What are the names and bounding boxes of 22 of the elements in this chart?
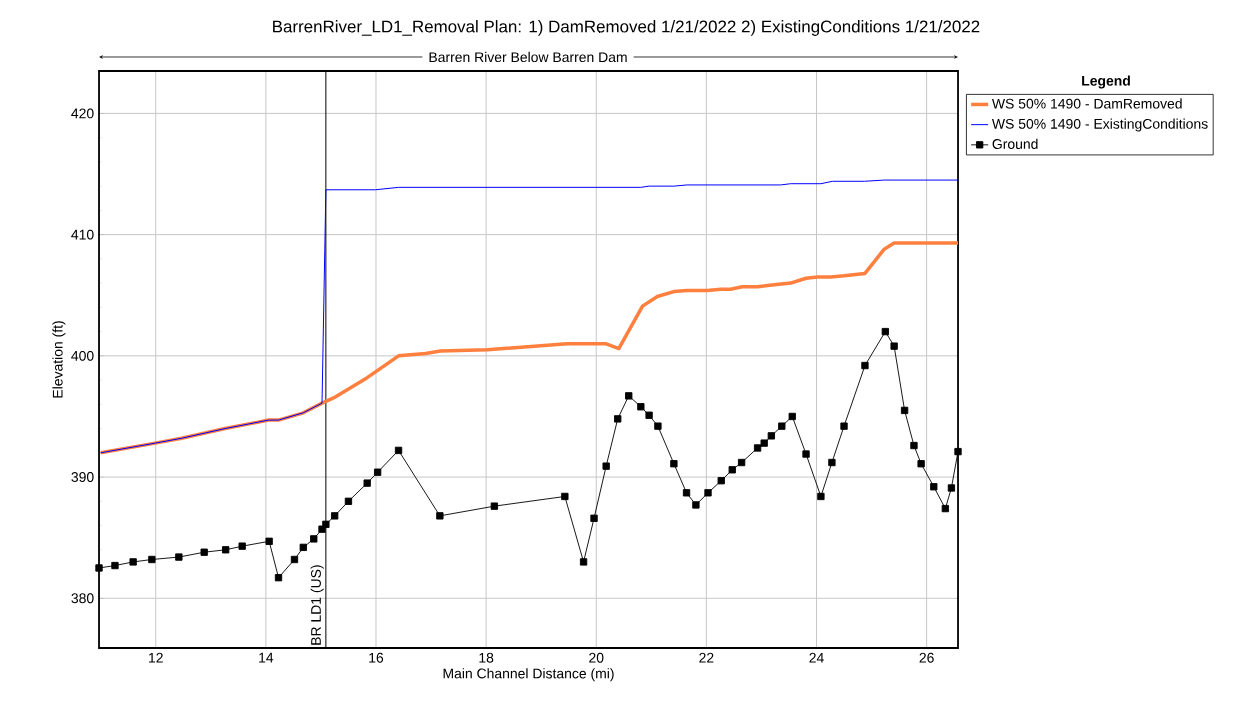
x-tick-label: 12 (149, 652, 163, 663)
legend-label: WS 50% 1490 - DamRemoved (991, 98, 1182, 109)
y-tick-label: 410 (71, 229, 94, 240)
x-tick-label: 26 (919, 652, 934, 663)
chart-subtitle: Barren River Below Barren Dam (429, 51, 627, 63)
y-axis-title: Elevation (ft) (52, 321, 66, 398)
legend-title: Legend (1082, 75, 1130, 89)
x-axis-title: Main Channel Distance (mi) (443, 668, 614, 682)
y-tick-label: 390 (71, 472, 94, 483)
y-tick-label: 380 (71, 593, 94, 604)
x-tick-label: 18 (479, 652, 494, 663)
legend-label: WS 50% 1490 - ExistingConditions (991, 118, 1208, 132)
y-tick-label: 420 (71, 108, 94, 119)
x-tick-label: 24 (809, 652, 824, 663)
x-tick-label: 14 (259, 652, 274, 663)
x-tick-label: 16 (369, 652, 384, 663)
y-tick-label: 400 (71, 350, 94, 361)
legend-label: Ground (992, 138, 1038, 149)
x-tick-label: 22 (699, 652, 714, 663)
x-tick-label: 20 (589, 652, 604, 663)
chart-title: BarrenRiver_LD1_Removal Plan: 1) DamRemoved 1/21/2022 2) ExistingConditions 1/21/2022 (273, 20, 980, 36)
ref-line-label: BR LD1 (US) (310, 565, 324, 645)
